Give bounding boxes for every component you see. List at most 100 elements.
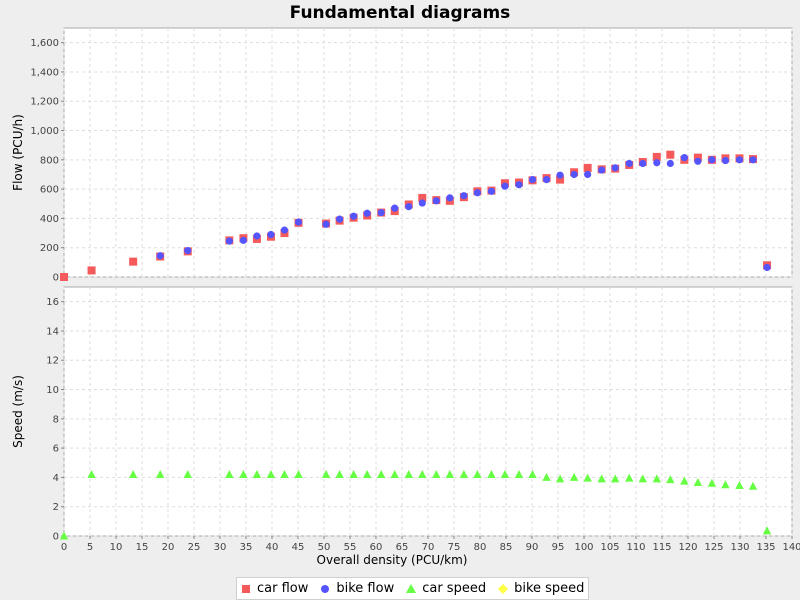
data-point <box>445 469 455 478</box>
y-tick-label: 1,600 <box>30 38 59 49</box>
x-tick-label: 140 <box>782 542 800 553</box>
x-tick-label: 5 <box>87 542 93 553</box>
data-point <box>500 469 510 478</box>
y-axis-label: Flow (PCU/h) <box>11 114 25 191</box>
y-tick-label: 2 <box>53 502 59 513</box>
y-tick-label: 600 <box>40 185 59 196</box>
chart-legend: car flow bike flow car speed bike speed <box>236 577 590 600</box>
data-point <box>377 469 386 478</box>
data-point <box>335 469 344 478</box>
legend-item-car-flow: car flow <box>241 581 308 596</box>
y-tick-label: 800 <box>40 155 59 166</box>
data-point <box>597 474 606 483</box>
x-tick-label: 125 <box>704 542 723 553</box>
data-point <box>666 159 674 168</box>
data-point <box>735 156 744 164</box>
y-tick-label: 400 <box>40 214 59 225</box>
y-tick-label: 0 <box>53 532 59 543</box>
data-point <box>87 266 96 275</box>
data-point <box>762 526 772 535</box>
data-point <box>128 469 138 478</box>
data-point <box>266 469 276 478</box>
x-tick-label: 50 <box>318 542 331 553</box>
x-tick-label: 80 <box>474 542 487 553</box>
data-point <box>280 226 289 234</box>
data-point <box>556 175 565 184</box>
x-tick-label: 95 <box>552 542 565 553</box>
y-tick-label: 1,200 <box>30 97 59 108</box>
data-point <box>60 273 68 281</box>
x-tick-label: 30 <box>214 542 227 553</box>
x-tick-label: 20 <box>162 542 175 553</box>
x-tick-label: 55 <box>344 542 357 553</box>
x-tick-label: 10 <box>110 542 123 553</box>
diamond-marker-icon <box>498 583 509 594</box>
data-point <box>487 469 496 478</box>
data-point <box>432 469 441 478</box>
x-tick-label: 135 <box>756 542 775 553</box>
data-point <box>583 473 592 482</box>
y-tick-label: 6 <box>53 444 59 455</box>
data-point <box>528 469 537 478</box>
x-tick-label: 70 <box>422 542 435 553</box>
data-point <box>460 192 468 200</box>
legend-label: car speed <box>422 581 487 596</box>
data-point <box>156 252 164 260</box>
data-point <box>446 194 454 202</box>
data-point <box>611 474 620 483</box>
data-point <box>350 212 358 220</box>
x-axis-label: Overall density (PCU/km) <box>317 553 468 567</box>
data-point <box>473 469 482 478</box>
data-point <box>418 193 427 202</box>
data-point <box>87 469 96 478</box>
data-point <box>569 472 579 481</box>
x-tick-label: 75 <box>448 542 461 553</box>
y-tick-label: 200 <box>40 243 59 254</box>
x-tick-label: 130 <box>730 542 749 553</box>
data-point <box>404 469 413 478</box>
data-point <box>321 469 331 478</box>
x-tick-label: 40 <box>266 542 279 553</box>
data-point <box>584 170 592 179</box>
data-point <box>239 469 248 478</box>
data-point <box>459 469 469 478</box>
legend-label: bike speed <box>514 581 585 596</box>
y-tick-label: 4 <box>53 473 59 484</box>
data-point <box>666 150 675 159</box>
data-point <box>735 480 744 489</box>
data-point <box>294 218 303 226</box>
data-point <box>556 171 564 179</box>
data-point <box>721 480 730 489</box>
data-point <box>267 230 275 239</box>
data-point <box>625 159 633 168</box>
data-point <box>555 474 565 483</box>
data-point <box>377 208 385 217</box>
y-tick-label: 1,000 <box>30 126 59 137</box>
x-tick-label: 85 <box>500 542 513 553</box>
data-point <box>183 469 192 478</box>
data-point <box>405 203 413 211</box>
data-point <box>515 181 523 189</box>
data-point <box>542 472 551 481</box>
data-point <box>239 236 247 244</box>
data-point <box>184 247 192 255</box>
speed-panel: 0 2 4 6 8 10 12 14 16 0 5 10 15 20 25 30 35 40 45 50 55 60 65 7… <box>11 286 800 567</box>
data-point <box>694 157 702 165</box>
x-tick-label: 60 <box>370 542 383 553</box>
data-point <box>611 164 619 172</box>
data-point <box>583 163 592 172</box>
x-tick-label: 25 <box>188 542 201 553</box>
circle-marker-icon <box>321 584 330 593</box>
x-tick-label: 115 <box>652 542 671 553</box>
data-point <box>693 478 703 487</box>
legend-item-bike-speed: bike speed <box>498 581 584 596</box>
x-tick-label: 45 <box>292 542 305 553</box>
data-point <box>487 187 496 195</box>
data-point <box>418 199 426 207</box>
data-point <box>625 473 634 482</box>
square-marker-icon <box>242 584 250 593</box>
data-point <box>514 469 524 478</box>
data-point <box>336 215 344 223</box>
data-point <box>349 469 358 478</box>
data-point <box>693 153 702 162</box>
